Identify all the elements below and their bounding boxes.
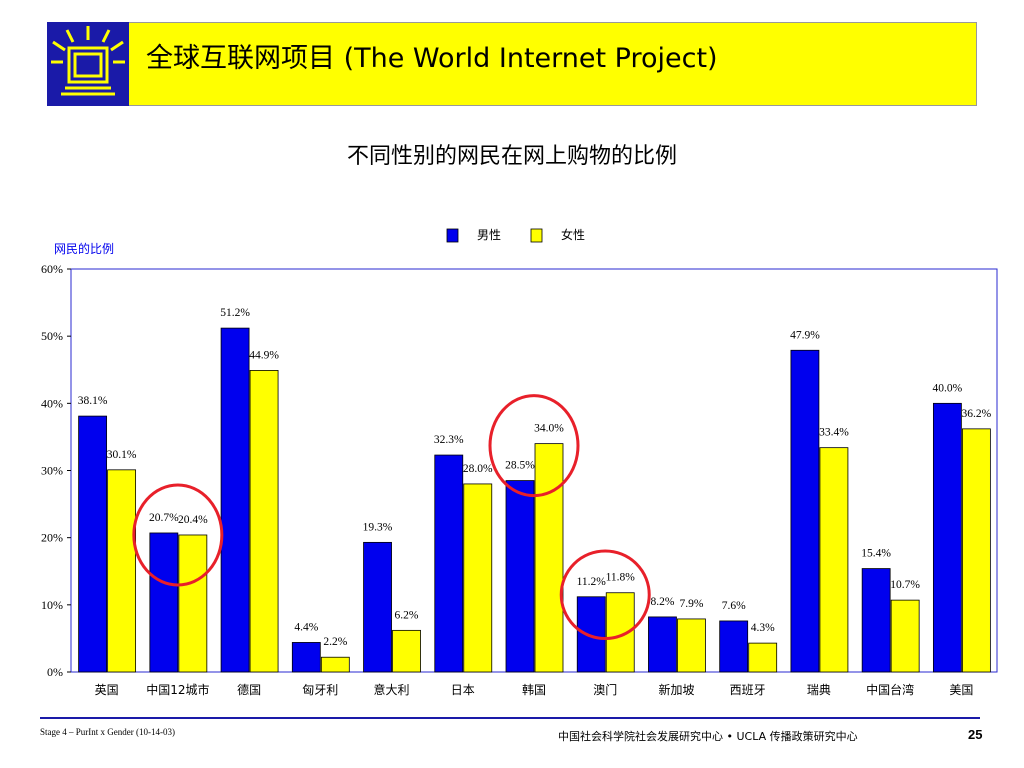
data-label: 40.0%: [933, 382, 963, 394]
data-label: 10.7%: [890, 579, 920, 591]
y-tick-label: 10%: [41, 598, 63, 612]
highlight-circle: [559, 549, 651, 641]
y-tick-label: 50%: [41, 329, 63, 343]
data-label: 38.1%: [78, 395, 108, 407]
highlight-circle: [132, 483, 224, 587]
data-label: 47.9%: [790, 329, 820, 341]
y-tick-label: 30%: [41, 464, 63, 478]
title-banner: [47, 22, 977, 106]
bar-female: [890, 599, 920, 673]
footer-stage-label: Stage 4 – PurInt x Gender (10-14-03): [40, 727, 175, 737]
category-label: 韩国: [522, 682, 546, 697]
bar-female: [748, 642, 778, 673]
data-label: 8.2%: [650, 596, 674, 608]
category-label: 日本: [451, 683, 475, 697]
bar-female: [463, 483, 493, 673]
bar-male: [505, 480, 535, 673]
category-label: 中国台湾: [866, 682, 914, 697]
bar-female: [392, 629, 421, 673]
bar-male: [932, 402, 962, 673]
category-label: 瑞典: [807, 683, 831, 697]
bar-female: [320, 656, 350, 673]
data-label: 51.2%: [220, 307, 250, 319]
bar-female: [249, 370, 279, 673]
data-label: 33.4%: [819, 427, 849, 439]
bar-male: [790, 349, 820, 673]
data-label: 20.7%: [149, 512, 179, 524]
category-label: 西班牙: [730, 683, 766, 697]
page-number: 25: [968, 727, 983, 742]
y-tick-label: 40%: [41, 396, 63, 410]
data-label: 30.1%: [107, 449, 137, 461]
legend-swatch: [530, 228, 543, 243]
bar-male: [149, 532, 179, 673]
footer-organizations: 中国社会科学院社会发展研究中心 • UCLA 传播政策研究中心: [558, 730, 858, 743]
data-label: 34.0%: [534, 423, 564, 435]
legend-swatch: [446, 228, 459, 243]
category-label: 澳门: [593, 682, 617, 697]
bar-female: [534, 443, 564, 673]
data-label: 6.2%: [395, 609, 419, 621]
y-tick-label: 60%: [41, 262, 63, 276]
bar-male: [434, 454, 464, 673]
data-label: 28.5%: [505, 460, 535, 472]
bar-male: [363, 541, 392, 673]
data-label: 11.2%: [577, 576, 607, 588]
data-label: 15.4%: [861, 548, 891, 560]
data-label: 7.9%: [679, 598, 703, 610]
bar-male: [648, 616, 677, 673]
bar-female: [819, 447, 849, 673]
page-title: 不同性别的网民在网上购物的比例: [346, 144, 677, 169]
bar-male: [861, 568, 891, 673]
data-label: 4.3%: [751, 622, 775, 634]
category-label: 匈牙利: [302, 683, 338, 697]
category-label: 德国: [237, 682, 261, 697]
data-label: 36.2%: [962, 408, 992, 420]
bar-female: [178, 534, 208, 673]
bar-male: [719, 620, 749, 673]
banner-title: 全球互联网项目 (The World Internet Project): [146, 43, 718, 74]
bar-female: [107, 469, 137, 673]
data-label: 19.3%: [363, 521, 393, 533]
y-axis-title: 网民的比例: [54, 241, 114, 256]
data-label: 4.4%: [294, 621, 318, 633]
category-label: 中国12城市: [146, 682, 209, 697]
category-label: 美国: [949, 683, 973, 697]
footer-divider: [40, 717, 980, 719]
bar-male: [291, 642, 321, 673]
bar-male: [78, 415, 108, 673]
bar-male: [220, 327, 250, 673]
data-label: 11.8%: [606, 572, 636, 584]
highlight-circle: [488, 394, 580, 498]
world-internet-project-logo-icon: [47, 22, 129, 106]
data-label: 32.3%: [434, 434, 464, 446]
bar-female: [961, 428, 991, 673]
data-label: 28.0%: [463, 463, 493, 475]
category-label: 意大利: [374, 682, 410, 697]
bar-female: [677, 618, 706, 673]
data-label: 20.4%: [178, 514, 208, 526]
data-label: 44.9%: [249, 349, 279, 361]
data-label: 7.6%: [722, 600, 746, 612]
category-label: 英国: [95, 683, 119, 697]
legend-label: 男性: [477, 228, 501, 242]
bar-male: [576, 596, 606, 673]
y-tick-label: 0%: [47, 665, 63, 679]
y-tick-label: 20%: [41, 531, 63, 545]
data-label: 2.2%: [323, 636, 347, 648]
legend-label: 女性: [561, 227, 585, 242]
category-label: 新加坡: [658, 682, 694, 697]
